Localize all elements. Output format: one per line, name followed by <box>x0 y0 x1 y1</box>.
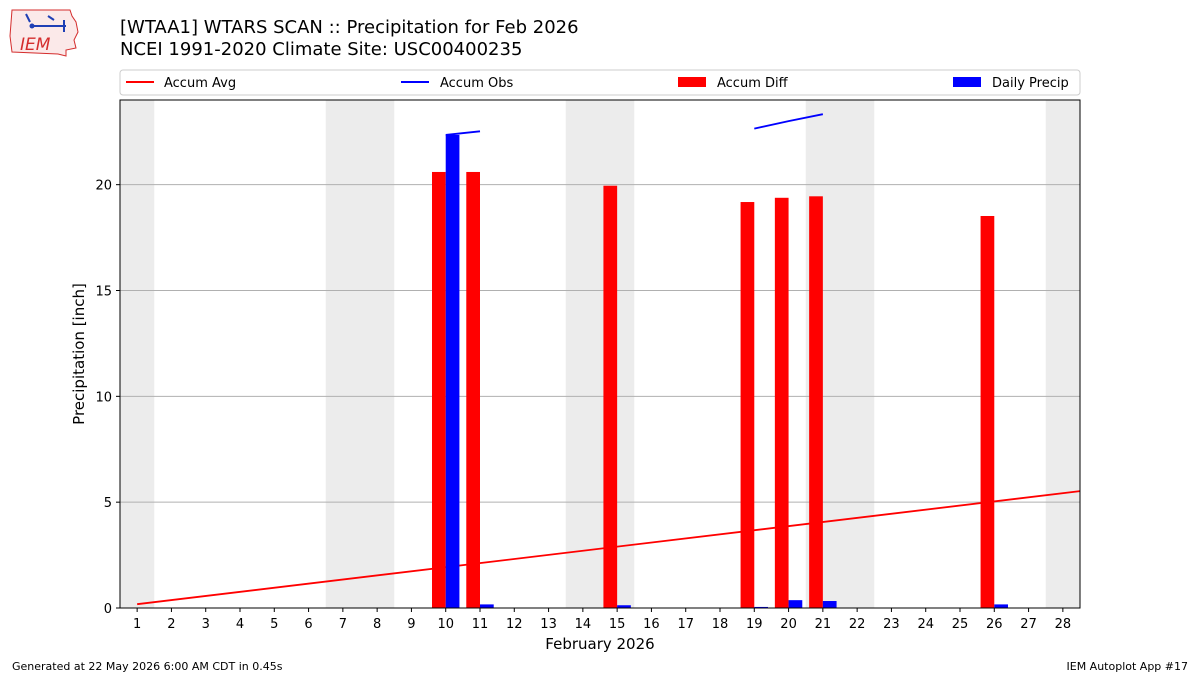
x-tick-label: 28 <box>1055 617 1072 632</box>
x-tick-label: 20 <box>780 617 797 632</box>
legend-box <box>119 69 1081 96</box>
accum-diff-bar <box>980 215 995 608</box>
x-tick-label: 8 <box>373 617 381 632</box>
weather-symbols-icon <box>25 13 66 32</box>
chart-title: [WTAA1] WTARS SCAN :: Precipitation for … <box>120 17 579 38</box>
y-tick-label: 15 <box>95 285 112 300</box>
accum-diff-bar <box>809 196 823 608</box>
daily-precip-bar <box>445 134 460 609</box>
weekend-band <box>360 100 395 608</box>
x-tick-label: 19 <box>746 617 763 632</box>
accum-diff-bar <box>603 185 618 608</box>
x-tick-label: 10 <box>437 617 454 632</box>
accum-obs-layer <box>445 113 824 136</box>
x-axis-label: February 2026 <box>545 635 654 653</box>
bar-layer <box>432 134 1008 609</box>
x-tick-label: 27 <box>1020 617 1037 632</box>
weekend-band <box>840 100 875 608</box>
x-tick-label: 25 <box>952 617 969 632</box>
legend-swatch-bar <box>678 77 706 87</box>
x-tick-label: 16 <box>643 617 660 632</box>
accum-obs-line <box>754 113 824 130</box>
y-tick-label: 0 <box>104 602 112 617</box>
x-tick-label: 21 <box>815 617 832 632</box>
logo-text: IEM <box>20 35 51 55</box>
daily-precip-bar <box>994 604 1008 608</box>
x-tick-label: 15 <box>609 617 626 632</box>
x-tick-label: 24 <box>917 617 934 632</box>
accum-diff-bar <box>774 197 789 609</box>
weekend-band <box>565 100 600 608</box>
app-credit: IEM Autoplot App #17 <box>1066 660 1189 673</box>
iowa-outline-shape <box>9 9 79 57</box>
daily-precip-bar <box>822 601 837 608</box>
iem-logo: IEM <box>9 9 79 57</box>
y-axis-label: Precipitation [inch] <box>70 283 88 425</box>
accum-diff-bar <box>432 171 446 608</box>
weekend-band <box>325 100 360 608</box>
y-tick-label: 10 <box>95 390 112 405</box>
weekend-band <box>1045 100 1080 608</box>
legend: Accum Avg Accum Obs Accum Diff Daily Precip <box>119 69 1081 96</box>
x-tick-label: 23 <box>883 617 900 632</box>
y-tick-label: 5 <box>104 496 112 511</box>
y-tick-label: 20 <box>95 179 112 194</box>
x-tick-label: 12 <box>506 617 523 632</box>
x-tick-label: 11 <box>472 617 489 632</box>
accum-obs-line <box>445 130 481 136</box>
x-tick-label: 4 <box>236 617 244 632</box>
x-tick-label: 26 <box>986 617 1003 632</box>
x-tick-label: 3 <box>202 617 210 632</box>
accum-diff-bar <box>740 202 755 609</box>
x-tick-label: 18 <box>712 617 729 632</box>
station-dot-icon <box>29 23 35 29</box>
legend-label: Daily Precip <box>992 76 1069 91</box>
x-tick-label: 9 <box>407 617 415 632</box>
daily-precip-bar <box>617 605 631 608</box>
legend-label: Accum Avg <box>164 76 236 91</box>
x-tick-label: 5 <box>270 617 278 632</box>
plot-frame <box>119 99 1081 609</box>
daily-precip-bar <box>754 606 768 608</box>
x-tick-label: 13 <box>540 617 557 632</box>
x-tick-label: 22 <box>849 617 866 632</box>
x-tick-label: 6 <box>304 617 312 632</box>
accum-diff-bar <box>466 171 480 608</box>
x-tick-label: 2 <box>167 617 175 632</box>
daily-precip-bar <box>480 604 494 608</box>
x-tick-label: 14 <box>575 617 592 632</box>
x-tick-label: 1 <box>133 617 141 632</box>
generated-note: Generated at 22 May 2026 6:00 AM CDT in … <box>12 660 283 673</box>
legend-label: Accum Diff <box>717 76 789 91</box>
weekend-shading-layer <box>120 100 1080 608</box>
chart-subtitle: NCEI 1991-2020 Climate Site: USC00400235 <box>120 39 523 60</box>
weekend-band <box>120 100 155 608</box>
daily-precip-bar <box>788 600 803 608</box>
x-tick-label: 7 <box>339 617 347 632</box>
legend-label: Accum Obs <box>440 76 513 91</box>
legend-swatch-bar <box>953 77 981 87</box>
x-tick-label: 17 <box>677 617 694 632</box>
